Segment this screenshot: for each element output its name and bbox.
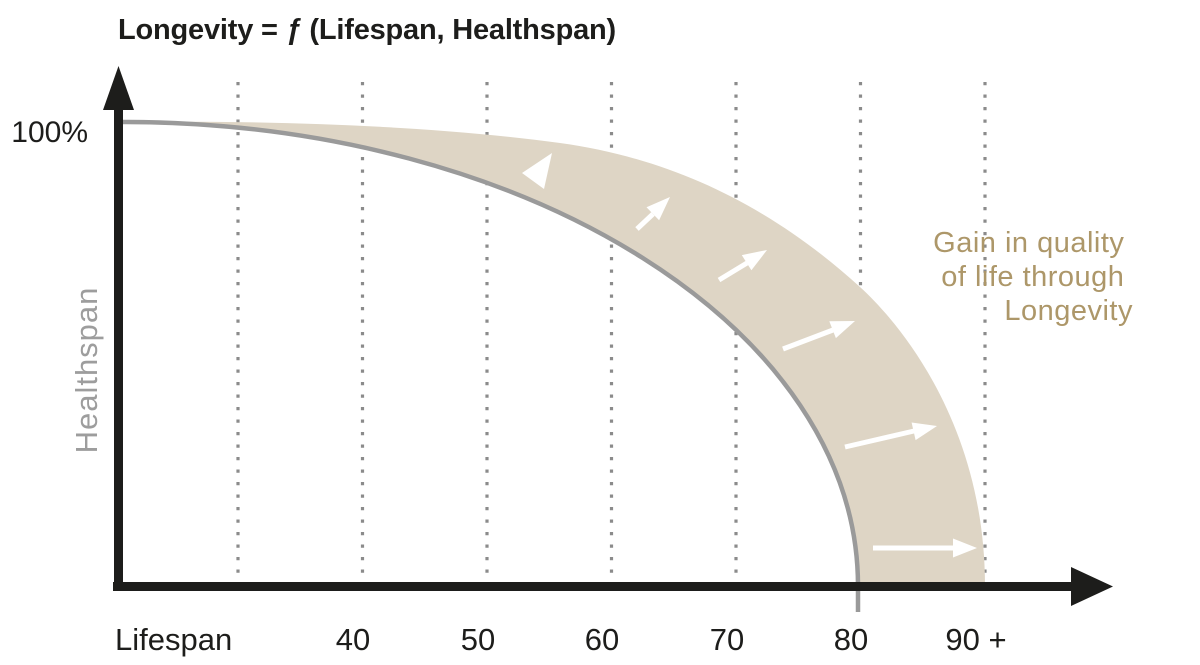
x-axis-arrowhead xyxy=(1071,567,1113,606)
x-tick-80: 80 xyxy=(834,622,868,657)
gain-arrows xyxy=(522,153,977,558)
gain-arrow-icon xyxy=(522,153,552,189)
chart-title-prefix: Longevity = xyxy=(118,14,286,46)
gain-arrow-icon xyxy=(782,321,855,352)
gain-annotation-line2: of life through xyxy=(941,261,1124,293)
y-max-label: 100% xyxy=(11,116,88,149)
x-tick-50: 50 xyxy=(461,622,495,657)
gain-arrow-icon xyxy=(873,538,977,558)
x-tick-60: 60 xyxy=(585,622,619,657)
gain-annotation-line1: Gain in quality xyxy=(933,227,1124,259)
gain-arrow-icon xyxy=(844,422,937,450)
gain-annotation-line3: Longevity xyxy=(1004,295,1133,327)
gain-band xyxy=(123,121,985,586)
gain-arrow-icon xyxy=(635,197,670,231)
x-tick-40: 40 xyxy=(336,622,370,657)
chart-title: Longevity = ƒ (Lifespan, Healthspan) xyxy=(118,14,616,46)
gain-arrow-icon xyxy=(717,250,767,283)
x-axis-label: Lifespan xyxy=(115,622,232,657)
x-tick-70: 70 xyxy=(710,622,744,657)
x-tick-90plus: 90 + xyxy=(945,622,1006,657)
chart-title-function-symbol: ƒ xyxy=(286,14,302,46)
chart-title-suffix: (Lifespan, Healthspan) xyxy=(302,14,616,46)
y-axis-arrowhead xyxy=(103,66,134,110)
y-axis-label: Healthspan xyxy=(69,287,104,454)
healthspan-curve xyxy=(122,119,861,612)
x-tick-labels: Lifespan 40 50 60 70 80 90 + xyxy=(115,622,1007,657)
gain-annotation: Gain in quality of life through Longevit… xyxy=(933,227,1133,327)
